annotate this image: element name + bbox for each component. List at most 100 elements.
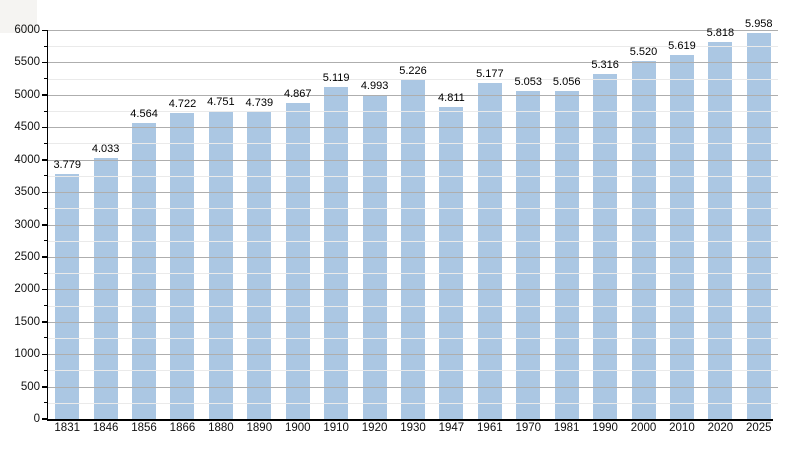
- bar-value-label: 4.811: [438, 92, 465, 105]
- y-major-tick: [42, 61, 48, 64]
- y-major-tick: [42, 94, 48, 96]
- bar: [631, 61, 656, 419]
- x-axis-label: 1856: [131, 422, 157, 434]
- y-major-tick: [42, 321, 48, 323]
- bar: [55, 173, 80, 419]
- gridline-major: [48, 224, 778, 226]
- y-major-tick: [42, 224, 48, 226]
- gridline-minor: [48, 305, 778, 307]
- bar-value-label: 4.867: [283, 88, 312, 101]
- x-axis-label: 1930: [400, 422, 426, 434]
- bar: [554, 91, 579, 419]
- gridline-major: [48, 127, 778, 129]
- x-axis-label: 1920: [361, 422, 388, 434]
- gridline-minor: [48, 175, 778, 177]
- bar: [324, 87, 349, 419]
- gridline-minor: [48, 273, 778, 275]
- bar: [669, 54, 694, 419]
- y-minor-tick: [44, 142, 48, 144]
- bar: [477, 83, 502, 419]
- gridline-major: [48, 30, 778, 31]
- x-axis-label: 1990: [592, 422, 618, 434]
- y-minor-tick: [44, 337, 48, 339]
- y-major-tick: [42, 159, 48, 161]
- y-minor-tick: [44, 175, 48, 177]
- x-axis-label: 1947: [438, 422, 465, 434]
- y-major-tick: [42, 386, 48, 388]
- bar: [401, 80, 425, 419]
- y-minor-tick: [44, 45, 48, 47]
- gridline-major: [48, 321, 778, 323]
- bar-value-label: 5.226: [399, 65, 427, 78]
- x-axis-label: 1846: [92, 422, 119, 434]
- bar: [247, 111, 272, 419]
- bar-value-label: 5.619: [668, 39, 696, 52]
- bar-value-label: 4.993: [360, 80, 389, 93]
- y-axis-label: 500: [20, 380, 40, 393]
- x-axis-label: 1866: [169, 422, 196, 434]
- y-axis-label: 6000: [14, 24, 40, 36]
- y-major-tick: [42, 191, 48, 194]
- gridline-major: [48, 159, 778, 161]
- y-minor-tick: [44, 240, 48, 242]
- gridline-minor: [48, 370, 778, 372]
- bar: [170, 112, 195, 419]
- gridline-major: [48, 289, 778, 291]
- bar-value-label: 5.056: [552, 76, 581, 89]
- gridline-major: [48, 386, 778, 388]
- bar: [708, 41, 733, 419]
- bar: [439, 107, 464, 419]
- y-major-tick: [42, 126, 48, 129]
- bar: [746, 32, 771, 419]
- x-axis-label: 1910: [323, 422, 349, 434]
- gridline-minor: [48, 208, 778, 210]
- y-minor-tick: [44, 402, 48, 404]
- x-axis-label: 1981: [553, 422, 580, 434]
- y-major-tick: [42, 288, 48, 291]
- y-axis-line: [46, 30, 48, 421]
- bar-value-label: 4.564: [130, 108, 158, 121]
- x-axis-label: 1900: [284, 422, 311, 434]
- bar: [285, 103, 310, 419]
- bar-value-label: 5.520: [629, 46, 658, 59]
- bar-value-label: 5.119: [322, 72, 350, 85]
- gridline-minor: [48, 240, 778, 242]
- gridline-minor: [48, 402, 778, 404]
- bar-value-label: 4.722: [168, 97, 197, 110]
- y-minor-tick: [44, 272, 48, 274]
- bar-value-label: 5.316: [591, 59, 619, 72]
- y-axis-label: 5000: [14, 88, 40, 101]
- x-axis-label: 2000: [630, 422, 657, 434]
- x-axis-label: 2020: [707, 422, 734, 434]
- y-minor-tick: [44, 305, 48, 307]
- y-axis-label: 3000: [14, 218, 40, 231]
- y-axis-label: 2500: [14, 250, 40, 263]
- y-major-tick: [42, 256, 48, 258]
- x-axis-label: 1880: [208, 422, 234, 434]
- gridline-major: [48, 62, 778, 64]
- bar: [93, 157, 118, 419]
- bar: [208, 110, 233, 419]
- x-axis-label: 1961: [477, 422, 503, 434]
- y-axis-label: 4000: [14, 153, 40, 166]
- y-minor-tick: [44, 369, 48, 371]
- gridline-major: [48, 94, 778, 96]
- y-minor-tick: [44, 110, 48, 112]
- y-axis-label: 1500: [14, 315, 40, 328]
- x-axis-label: 2010: [669, 422, 695, 434]
- y-axis-label: 2000: [14, 283, 40, 296]
- bar-value-label: 4.739: [245, 96, 274, 109]
- gridline-major: [48, 192, 778, 194]
- gridline-minor: [48, 111, 778, 113]
- y-axis-label: 4500: [14, 121, 40, 134]
- bar-value-label: 5.053: [514, 76, 543, 89]
- gridline-minor: [48, 78, 778, 80]
- bar: [516, 91, 541, 419]
- x-axis-line: [46, 419, 773, 421]
- y-minor-tick: [44, 207, 48, 209]
- gridline-minor: [48, 46, 778, 48]
- gridline-minor: [48, 143, 778, 145]
- y-axis-label: 1000: [14, 348, 40, 361]
- x-axis-label: 1890: [246, 422, 273, 434]
